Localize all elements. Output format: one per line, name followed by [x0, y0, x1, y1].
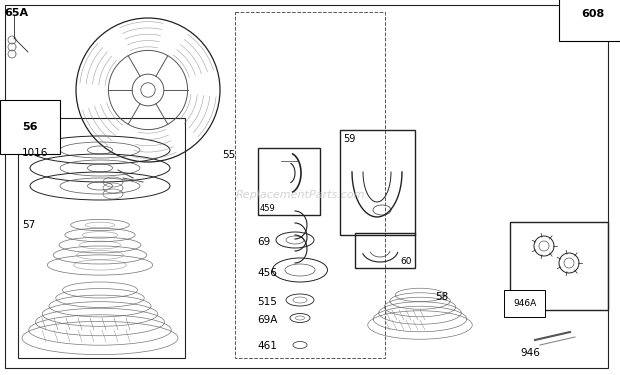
Text: 55: 55: [222, 150, 235, 160]
Text: 515: 515: [257, 297, 277, 307]
Text: 608: 608: [581, 9, 604, 19]
Text: 459: 459: [260, 204, 276, 213]
Bar: [340, 130, 415, 235]
Text: ReplacementParts.com: ReplacementParts.com: [235, 190, 365, 200]
Text: 60: 60: [401, 257, 412, 266]
Bar: [258, 148, 320, 215]
Text: 69A: 69A: [257, 315, 277, 325]
Text: 946A: 946A: [513, 299, 536, 308]
Bar: [355, 233, 415, 268]
Text: 58: 58: [435, 292, 448, 302]
Text: 461: 461: [257, 341, 277, 351]
Bar: [510, 222, 608, 310]
Text: 57: 57: [22, 220, 35, 230]
Text: 946: 946: [520, 348, 540, 358]
Text: 69: 69: [257, 237, 270, 247]
Text: 59: 59: [343, 134, 355, 144]
Bar: [235, 12, 385, 358]
Text: 456: 456: [257, 268, 277, 278]
Text: 65A: 65A: [4, 8, 28, 18]
Text: 56: 56: [22, 122, 37, 132]
Bar: [18, 118, 185, 358]
Text: 1016: 1016: [22, 148, 48, 158]
